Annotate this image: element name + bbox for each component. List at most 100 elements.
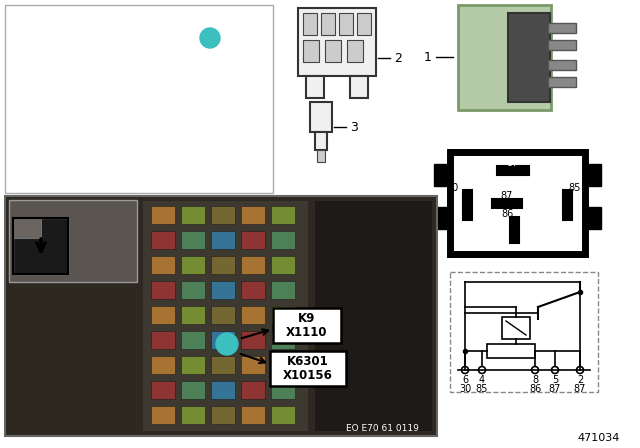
- Bar: [271, 231, 295, 249]
- Bar: [181, 331, 205, 349]
- Bar: [548, 77, 576, 87]
- Text: 8: 8: [532, 375, 538, 385]
- Bar: [151, 231, 175, 249]
- Bar: [434, 207, 450, 229]
- Text: 1: 1: [424, 51, 432, 64]
- Bar: [151, 381, 175, 399]
- Bar: [585, 207, 601, 229]
- Bar: [151, 281, 175, 299]
- Bar: [181, 256, 205, 274]
- Bar: [548, 23, 576, 33]
- Bar: [502, 317, 530, 339]
- Text: 4: 4: [479, 375, 485, 385]
- Text: 2: 2: [394, 52, 402, 65]
- Bar: [151, 331, 175, 349]
- Bar: [5, 196, 437, 436]
- Text: 30: 30: [459, 384, 471, 394]
- Text: EO E70 61 0119: EO E70 61 0119: [346, 423, 419, 432]
- Bar: [181, 231, 205, 249]
- Text: X1110: X1110: [286, 326, 328, 339]
- Bar: [510, 217, 519, 243]
- Text: K6301: K6301: [287, 354, 329, 367]
- Text: 86: 86: [529, 384, 541, 394]
- Bar: [270, 351, 346, 386]
- Bar: [211, 256, 235, 274]
- Bar: [181, 381, 205, 399]
- Bar: [458, 5, 551, 110]
- Bar: [271, 281, 295, 299]
- Bar: [151, 406, 175, 424]
- Bar: [5, 5, 273, 193]
- Bar: [339, 13, 353, 35]
- Bar: [321, 13, 335, 35]
- Text: 87: 87: [574, 384, 586, 394]
- Text: 6: 6: [462, 375, 468, 385]
- Bar: [181, 306, 205, 324]
- Bar: [151, 206, 175, 224]
- Bar: [548, 40, 576, 50]
- Text: 3: 3: [350, 121, 358, 134]
- Bar: [241, 356, 265, 374]
- Bar: [357, 13, 371, 35]
- Bar: [306, 76, 324, 98]
- Bar: [211, 206, 235, 224]
- Bar: [310, 102, 332, 132]
- Bar: [9, 200, 137, 282]
- Bar: [271, 406, 295, 424]
- Bar: [508, 13, 550, 102]
- Bar: [303, 40, 319, 62]
- Bar: [241, 231, 265, 249]
- Bar: [241, 331, 265, 349]
- Bar: [463, 190, 472, 220]
- Text: 85: 85: [569, 183, 581, 193]
- Bar: [151, 256, 175, 274]
- Bar: [181, 406, 205, 424]
- Bar: [151, 306, 175, 324]
- Text: X10156: X10156: [283, 369, 333, 382]
- Bar: [492, 199, 522, 208]
- Bar: [211, 381, 235, 399]
- Bar: [211, 356, 235, 374]
- Text: 87: 87: [501, 191, 513, 201]
- Bar: [315, 201, 432, 431]
- Text: 5: 5: [552, 375, 558, 385]
- Bar: [151, 356, 175, 374]
- Bar: [211, 281, 235, 299]
- Text: 1: 1: [206, 33, 214, 43]
- Bar: [487, 344, 535, 358]
- Bar: [181, 356, 205, 374]
- Text: 471034: 471034: [578, 433, 620, 443]
- Text: 87: 87: [507, 158, 519, 168]
- Bar: [211, 231, 235, 249]
- Text: 87: 87: [549, 384, 561, 394]
- Bar: [13, 218, 68, 274]
- Bar: [211, 331, 235, 349]
- Bar: [13, 218, 41, 238]
- Bar: [271, 306, 295, 324]
- Bar: [211, 306, 235, 324]
- Text: 85: 85: [476, 384, 488, 394]
- Bar: [181, 281, 205, 299]
- Bar: [271, 356, 295, 374]
- Text: 1: 1: [223, 337, 232, 350]
- Circle shape: [216, 333, 238, 355]
- Bar: [585, 164, 601, 186]
- Bar: [497, 166, 529, 175]
- Bar: [450, 152, 585, 254]
- Bar: [211, 406, 235, 424]
- Bar: [241, 381, 265, 399]
- Bar: [271, 206, 295, 224]
- Text: 2: 2: [577, 375, 583, 385]
- Bar: [241, 206, 265, 224]
- Bar: [241, 406, 265, 424]
- Bar: [241, 281, 265, 299]
- Bar: [548, 60, 576, 70]
- Bar: [450, 272, 598, 392]
- Bar: [143, 201, 308, 431]
- Bar: [563, 190, 572, 220]
- Bar: [271, 331, 295, 349]
- Bar: [298, 8, 376, 76]
- Bar: [317, 150, 325, 162]
- Text: 30: 30: [447, 183, 459, 193]
- Bar: [325, 40, 341, 62]
